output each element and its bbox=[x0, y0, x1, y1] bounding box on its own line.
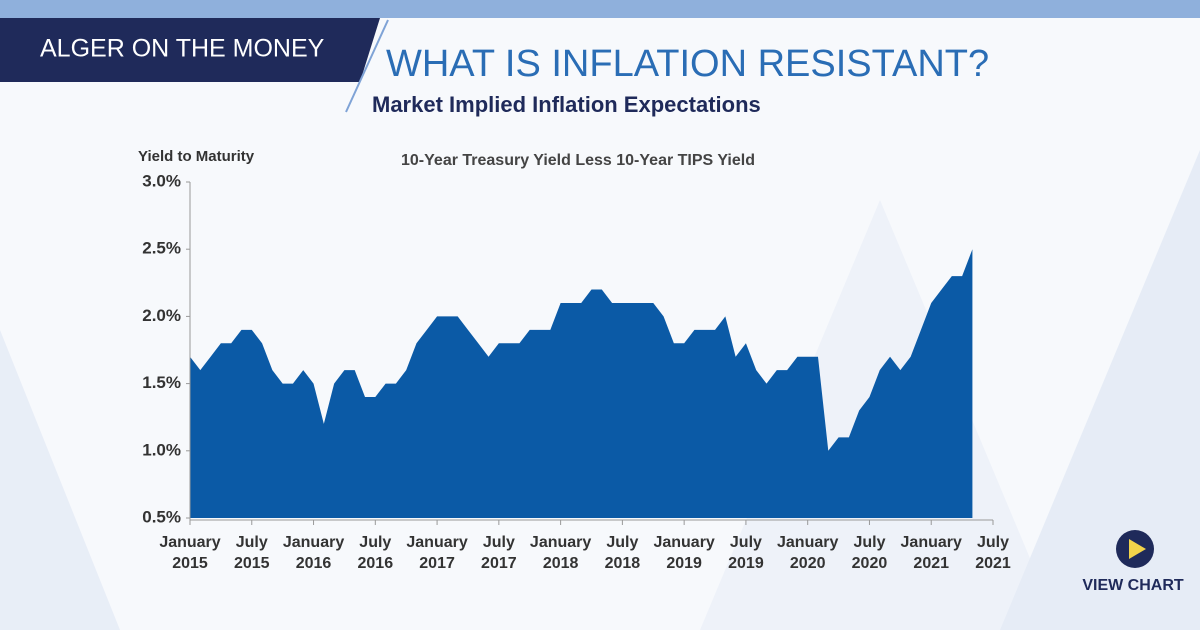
x-tick-label: July 2017 bbox=[481, 534, 517, 572]
x-tick-label: July 2015 bbox=[234, 534, 270, 572]
x-tick-label: July 2018 bbox=[605, 534, 641, 572]
x-tick-label: January 2017 bbox=[406, 534, 467, 572]
x-tick-label: January 2020 bbox=[777, 534, 838, 572]
decor bbox=[1000, 150, 1200, 630]
divider bbox=[345, 19, 389, 113]
x-tick-label: July 2019 bbox=[728, 534, 764, 572]
y-tick-label: 0.5% bbox=[142, 507, 181, 526]
headline: WHAT IS INFLATION RESISTANT? bbox=[386, 43, 989, 85]
view-chart-button[interactable]: VIEW CHART bbox=[1082, 530, 1184, 594]
chart-title: Market Implied Inflation Expectations bbox=[372, 92, 761, 117]
x-tick-label: January 2021 bbox=[901, 534, 962, 572]
x-tick-label: January 2019 bbox=[653, 534, 714, 572]
y-tick-label: 2.5% bbox=[142, 239, 181, 258]
x-tick-label: July 2021 bbox=[975, 534, 1011, 572]
x-tick-label: January 2018 bbox=[530, 534, 591, 572]
top-band bbox=[0, 0, 1200, 18]
chart-subtitle: 10-Year Treasury Yield Less 10-Year TIPS… bbox=[401, 152, 755, 169]
plot: 0.5% 1.0% 1.5% 2.0% 2.5% 3.0% January 2015 July 2… bbox=[142, 171, 1011, 572]
play-arrow[interactable] bbox=[1129, 539, 1146, 559]
area bbox=[190, 249, 973, 518]
x-tick-label: July 2016 bbox=[358, 534, 394, 572]
button-label[interactable]: VIEW CHART bbox=[1082, 577, 1184, 594]
y-tick-label: 1.0% bbox=[142, 440, 181, 459]
y-tick-label: 1.5% bbox=[142, 373, 181, 392]
x-tick-label: January 2015 bbox=[159, 534, 220, 572]
brand: ALGER ON THE MONEY bbox=[40, 35, 325, 63]
y-tick-label: 3.0% bbox=[142, 171, 181, 190]
brand-box bbox=[0, 18, 380, 82]
y-axis-label: Yield to Maturity bbox=[138, 148, 255, 165]
y-tick-label: 2.0% bbox=[142, 306, 181, 325]
x-tick-label: July 2020 bbox=[852, 534, 888, 572]
x-tick-label: January 2016 bbox=[283, 534, 344, 572]
decor bbox=[0, 330, 120, 630]
